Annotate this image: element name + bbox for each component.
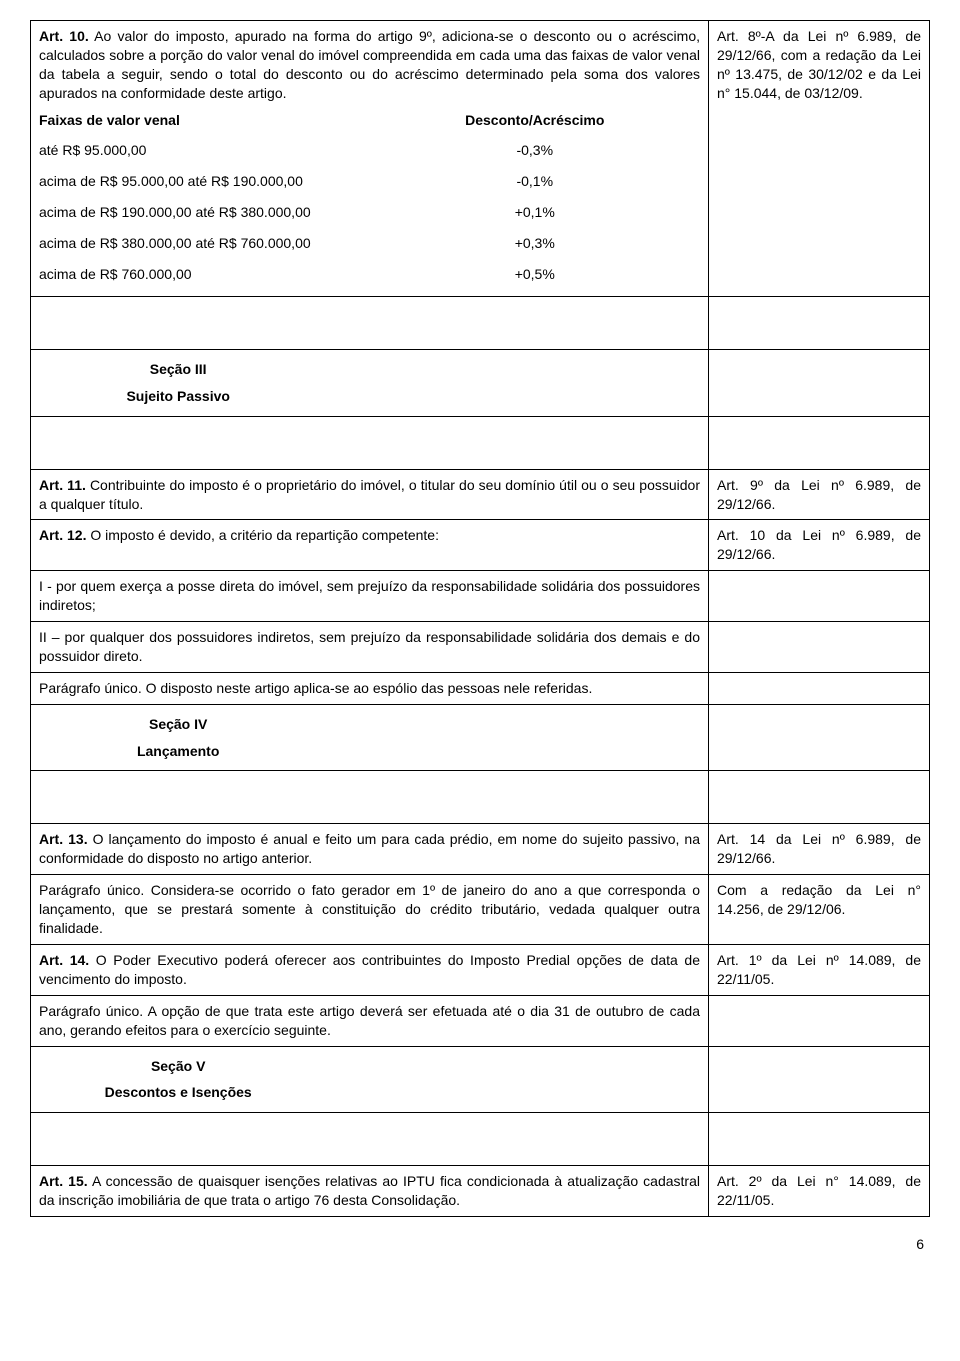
art11-para: Art. 11. Contribuinte do imposto é o pro…: [39, 476, 700, 514]
faixa-b: -0,1%: [370, 166, 701, 197]
sec4-side: [709, 705, 929, 771]
art13-pu-side: Com a redação da Lei n° 14.256, de 29/12…: [709, 875, 929, 944]
sec5-row: Seção V Descontos e Isenções: [30, 1047, 930, 1114]
faixa-row: acima de R$ 760.000,00+0,5%: [39, 259, 700, 290]
art14-row: Art. 14. O Poder Executivo poderá oferec…: [30, 945, 930, 996]
art14-body: O Poder Executivo poderá oferecer aos co…: [39, 952, 700, 987]
spacer-side: [709, 771, 929, 823]
sec3-main: Seção III Sujeito Passivo: [31, 350, 709, 416]
art14-side: Art. 1º da Lei nº 14.089, de 22/11/05.: [709, 945, 929, 995]
art11-row: Art. 11. Contribuinte do imposto é o pro…: [30, 470, 930, 521]
sec5-side: [709, 1047, 929, 1113]
art12-side: Art. 10 da Lei nº 6.989, de 29/12/66.: [709, 520, 929, 570]
spacer: [30, 771, 930, 824]
art15-main: Art. 15. A concessão de quaisquer isençõ…: [31, 1166, 709, 1216]
art14-pu-row: Parágrafo único. A opção de que trata es…: [30, 996, 930, 1047]
sec5-t2: Descontos e Isenções: [31, 1079, 325, 1106]
sec3-side: [709, 350, 929, 416]
art12-pu-row: Parágrafo único. O disposto neste artigo…: [30, 673, 930, 705]
art13-head: Art. 13.: [39, 831, 88, 847]
faixa-a: acima de R$ 380.000,00 até R$ 760.000,00: [39, 228, 370, 259]
sec4-row: Seção IV Lançamento: [30, 705, 930, 772]
art10-row: Art. 10. Ao valor do imposto, apurado na…: [30, 20, 930, 297]
art10-para: Art. 10. Ao valor do imposto, apurado na…: [39, 27, 700, 103]
faixa-h2: Desconto/Acréscimo: [370, 105, 701, 136]
art13-para: Art. 13. O lançamento do imposto é anual…: [39, 830, 700, 868]
faixa-b: +0,5%: [370, 259, 701, 290]
faixa-h1: Faixas de valor venal: [39, 105, 370, 136]
art10-body: Ao valor do imposto, apurado na forma do…: [39, 28, 700, 101]
spacer: [30, 297, 930, 350]
spacer-main: [31, 771, 709, 823]
art12-body: O imposto é devido, a critério da repart…: [86, 527, 439, 543]
sec5-t1: Seção V: [31, 1053, 325, 1080]
art13-side: Art. 14 da Lei nº 6.989, de 29/12/66.: [709, 824, 929, 874]
art11-head: Art. 11.: [39, 477, 86, 493]
page-number: 6: [30, 1235, 930, 1254]
sec4-t2: Lançamento: [31, 738, 325, 765]
art12-para: Art. 12. O imposto é devido, a critério …: [39, 526, 700, 545]
art14-para: Art. 14. O Poder Executivo poderá oferec…: [39, 951, 700, 989]
faixa-a: até R$ 95.000,00: [39, 135, 370, 166]
sec5-main: Seção V Descontos e Isenções: [31, 1047, 709, 1113]
art13-pu-row: Parágrafo único. Considera-se ocorrido o…: [30, 875, 930, 945]
art11-side: Art. 9º da Lei nº 6.989, de 29/12/66.: [709, 470, 929, 520]
art12-i-side: [709, 571, 929, 621]
art11-main: Art. 11. Contribuinte do imposto é o pro…: [31, 470, 709, 520]
spacer-main: [31, 417, 709, 469]
art15-row: Art. 15. A concessão de quaisquer isençõ…: [30, 1166, 930, 1217]
art15-body: A concessão de quaisquer isenções relati…: [39, 1173, 700, 1208]
art10-main: Art. 10. Ao valor do imposto, apurado na…: [31, 21, 709, 296]
art14-pu-side: [709, 996, 929, 1046]
art13-pu: Parágrafo único. Considera-se ocorrido o…: [31, 875, 709, 944]
sec3-t2: Sujeito Passivo: [31, 383, 325, 410]
art15-para: Art. 15. A concessão de quaisquer isençõ…: [39, 1172, 700, 1210]
art15-side: Art. 2º da Lei n° 14.089, de 22/11/05.: [709, 1166, 929, 1216]
faixa-b: +0,1%: [370, 197, 701, 228]
sec3-t1: Seção III: [31, 356, 325, 383]
art14-main: Art. 14. O Poder Executivo poderá oferec…: [31, 945, 709, 995]
art12-ii: II – por qualquer dos possuidores indire…: [31, 622, 709, 672]
art13-main: Art. 13. O lançamento do imposto é anual…: [31, 824, 709, 874]
art11-body: Contribuinte do imposto é o proprietário…: [39, 477, 700, 512]
faixa-row: acima de R$ 95.000,00 até R$ 190.000,00-…: [39, 166, 700, 197]
art14-head: Art. 14.: [39, 952, 89, 968]
art12-pu: Parágrafo único. O disposto neste artigo…: [31, 673, 709, 704]
art13-body: O lançamento do imposto é anual e feito …: [39, 831, 700, 866]
spacer-side: [709, 297, 929, 349]
spacer-main: [31, 1113, 709, 1165]
faixa-b: -0,3%: [370, 135, 701, 166]
art12-i: I - por quem exerça a posse direta do im…: [31, 571, 709, 621]
art12-ii-side: [709, 622, 929, 672]
art10-side: Art. 8º-A da Lei nº 6.989, de 29/12/66, …: [709, 21, 929, 296]
art14-pu: Parágrafo único. A opção de que trata es…: [31, 996, 709, 1046]
spacer: [30, 1113, 930, 1166]
faixa-row: até R$ 95.000,00-0,3%: [39, 135, 700, 166]
faixa-b: +0,3%: [370, 228, 701, 259]
faixa-a: acima de R$ 190.000,00 até R$ 380.000,00: [39, 197, 370, 228]
faixa-a: acima de R$ 95.000,00 até R$ 190.000,00: [39, 166, 370, 197]
sec4-t1: Seção IV: [31, 711, 325, 738]
sec4-main: Seção IV Lançamento: [31, 705, 709, 771]
faixa-row: acima de R$ 380.000,00 até R$ 760.000,00…: [39, 228, 700, 259]
sec3-row: Seção III Sujeito Passivo: [30, 350, 930, 417]
art12-main: Art. 12. O imposto é devido, a critério …: [31, 520, 709, 570]
faixa-table: Faixas de valor venal Desconto/Acréscimo…: [39, 105, 700, 290]
faixa-row: acima de R$ 190.000,00 até R$ 380.000,00…: [39, 197, 700, 228]
art13-row: Art. 13. O lançamento do imposto é anual…: [30, 824, 930, 875]
spacer-side: [709, 1113, 929, 1165]
art12-row: Art. 12. O imposto é devido, a critério …: [30, 520, 930, 571]
art12-head: Art. 12.: [39, 527, 86, 543]
spacer: [30, 417, 930, 470]
art12-pu-side: [709, 673, 929, 704]
faixa-a: acima de R$ 760.000,00: [39, 259, 370, 290]
spacer-side: [709, 417, 929, 469]
spacer-main: [31, 297, 709, 349]
art12-ii-row: II – por qualquer dos possuidores indire…: [30, 622, 930, 673]
art10-head: Art. 10.: [39, 28, 89, 44]
art12-i-row: I - por quem exerça a posse direta do im…: [30, 571, 930, 622]
art15-head: Art. 15.: [39, 1173, 88, 1189]
